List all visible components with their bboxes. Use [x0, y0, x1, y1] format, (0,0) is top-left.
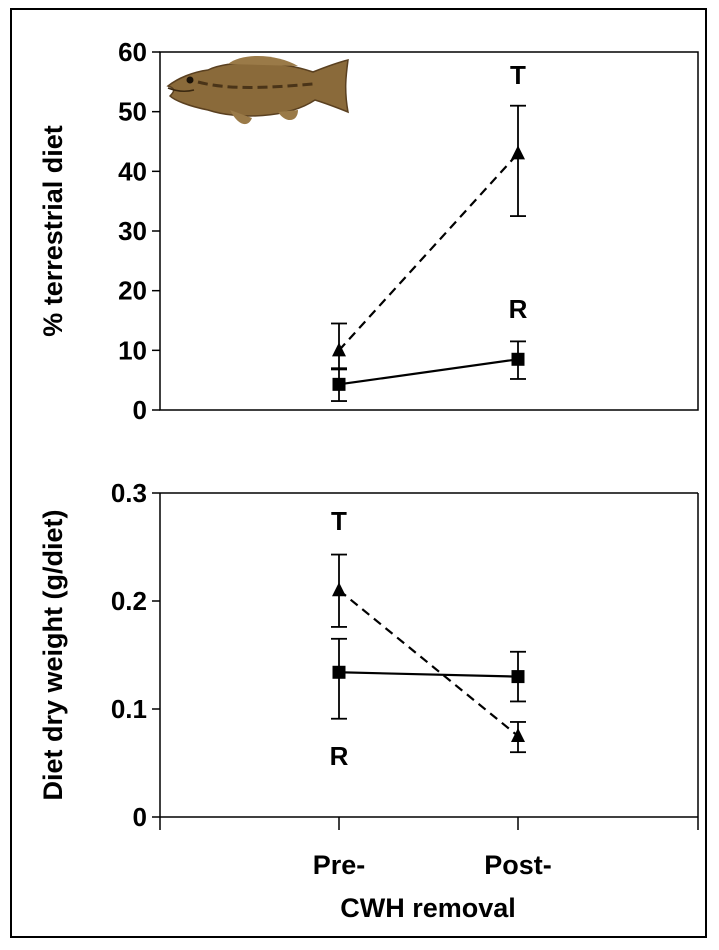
x-category-post: Post-: [484, 850, 552, 880]
top-y-tick-label-2: 20: [118, 276, 147, 306]
top-series-T-point-0: [332, 342, 346, 357]
top-series-T-line: [338, 152, 519, 352]
top-series-R-point-0: [332, 377, 346, 391]
bottom-series-label-r: R: [330, 741, 349, 771]
bottom-y-tick-label-2: 0.2: [111, 586, 147, 616]
bottom-chart-marks: [331, 553, 526, 754]
top-y-tick-label-3: 30: [118, 216, 147, 246]
top-series-label-t: T: [510, 60, 526, 90]
bottom-series-T-line: [338, 589, 519, 737]
figure-frame: [10, 8, 707, 938]
x-ticks: [159, 817, 699, 830]
bottom-y-tick-label-0: 0: [133, 802, 147, 832]
bottom-series-T-point-0: [332, 582, 346, 597]
bottom-y-tick-label-3: 0.3: [111, 478, 147, 508]
top-y-tick-label-1: 10: [118, 335, 147, 365]
x-category-pre: Pre-: [313, 850, 366, 880]
top-y-tick-label-0: 0: [133, 395, 147, 425]
top-y-axis-title: % terrestrial diet: [38, 125, 68, 337]
top-series-R-point-1: [511, 352, 525, 366]
x-axis-title: CWH removal: [340, 893, 516, 923]
top-y-ticks: 0 10 20 30 40 50 60: [118, 37, 160, 425]
top-y-tick-label-6: 60: [118, 37, 147, 67]
bottom-series-R-point-0: [332, 665, 346, 679]
bottom-y-axis-title: Diet dry weight (g/diet): [38, 509, 68, 800]
largemouth-bass-icon: [166, 55, 349, 125]
bottom-series-label-t: T: [331, 506, 347, 536]
top-series-label-r: R: [509, 294, 528, 324]
bottom-series-T-point-1: [511, 728, 525, 742]
top-y-tick-label-5: 50: [118, 97, 147, 127]
bottom-series-R-point-1: [511, 670, 525, 684]
bottom-y-tick-label-1: 0.1: [111, 694, 147, 724]
bottom-series-R-line: [338, 671, 519, 678]
top-chart-marks: [331, 104, 526, 402]
top-series-R-line: [338, 358, 519, 386]
bottom-y-ticks: 0 0.1 0.2 0.3: [111, 478, 160, 832]
top-y-tick-label-4: 40: [118, 156, 147, 186]
top-series-T-point-1: [511, 145, 525, 160]
